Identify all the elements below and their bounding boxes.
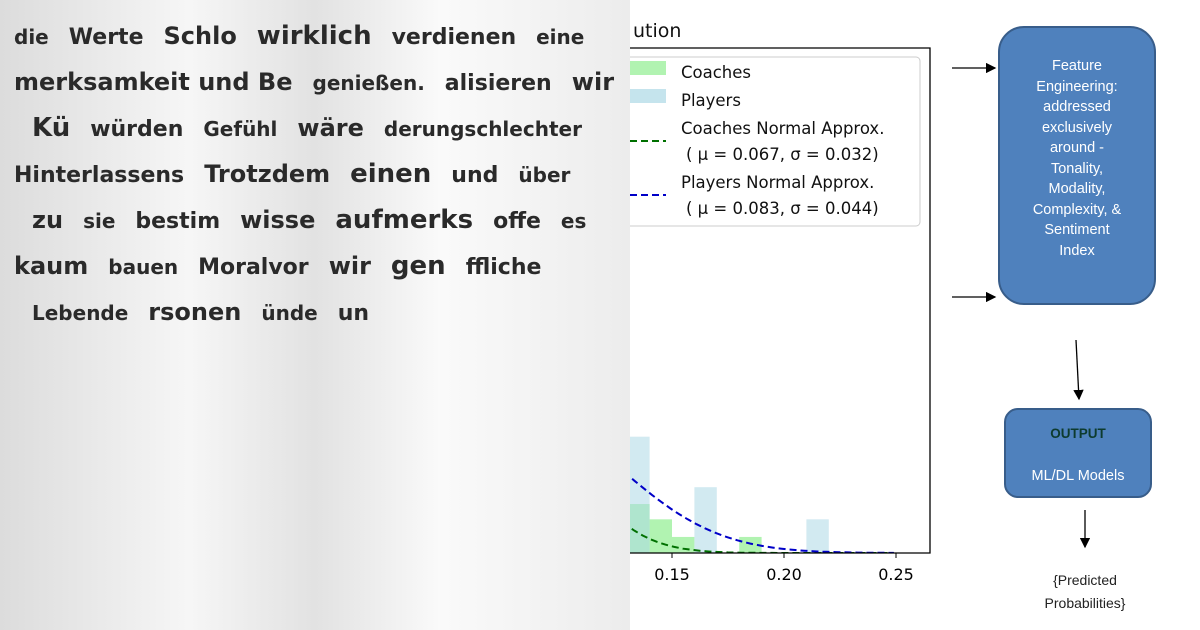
photo-word: eine xyxy=(536,25,584,49)
feature-line: Tonality, xyxy=(1050,160,1104,177)
photo-word: Schlo xyxy=(164,22,237,50)
legend-swatch xyxy=(630,89,666,103)
legend-params: ( μ = 0.067, σ = 0.032) xyxy=(686,145,879,164)
histogram-bar-players xyxy=(694,487,717,553)
distribution-chart: 0.15 0.20 0.25 ution Coaches Players Coaches N… xyxy=(630,20,931,584)
axes-frame xyxy=(630,47,931,554)
histogram-bar-coaches xyxy=(739,536,762,553)
feature-line: around - xyxy=(1049,140,1104,156)
photo-word: einen xyxy=(350,159,431,189)
photo-word: derungschlechter xyxy=(384,117,582,141)
photo-word: wir xyxy=(572,68,614,96)
photo-word: Lebende xyxy=(32,301,128,325)
photo-word: Trotzdem xyxy=(204,160,330,188)
photo-word: genießen. xyxy=(313,71,425,95)
photo-word: ffliche xyxy=(466,255,542,280)
plot-area xyxy=(630,436,894,553)
legend-label: Players xyxy=(681,91,741,110)
photo-word: rsonen xyxy=(148,298,241,326)
chart-title: ution xyxy=(633,20,681,42)
result-line: Probabilities} xyxy=(1044,595,1126,611)
arrow-to-output xyxy=(1073,339,1084,401)
photo-word: gen xyxy=(391,251,446,281)
photo-word: Moralvor xyxy=(198,255,309,280)
paper-background xyxy=(0,0,630,630)
photo-word: wisse xyxy=(240,206,315,234)
photo-word: sie xyxy=(83,209,115,233)
feature-line: Engineering: xyxy=(1036,78,1118,95)
photo-word: merksamkeit und Be xyxy=(14,68,293,96)
legend-label: Players Normal Approx. xyxy=(681,173,874,192)
photo-word: offe xyxy=(493,209,541,234)
photo-word: würden xyxy=(90,117,183,142)
photo-word: zu xyxy=(32,206,63,234)
result-line: {Predicted xyxy=(1053,572,1117,588)
predicted-probabilities: {Predicted Probabilities} xyxy=(1020,569,1150,615)
photo-word: bauen xyxy=(108,255,178,279)
feature-line: Modality, xyxy=(1048,181,1106,197)
output-box: OUTPUT ML/DL Models xyxy=(1004,408,1152,498)
photo-word: wir xyxy=(329,252,371,280)
photo-word: Hinterlassens xyxy=(14,163,184,188)
photo-word: alisieren xyxy=(445,71,552,96)
x-tick-label: 0.20 xyxy=(766,565,802,584)
photo-word: wirklich xyxy=(257,21,372,51)
feature-line: Sentiment xyxy=(1044,222,1110,238)
photo-word: die xyxy=(14,25,49,49)
legend-label: Coaches xyxy=(681,63,751,82)
legend-label: Coaches Normal Approx. xyxy=(681,119,884,138)
feature-line: Feature xyxy=(1052,58,1102,74)
output-title: OUTPUT xyxy=(1050,426,1106,441)
feature-line: exclusively xyxy=(1041,119,1113,136)
photo-word: un xyxy=(338,301,369,326)
x-tick-label: 0.15 xyxy=(654,565,690,584)
photo-word: verdienen xyxy=(392,25,517,50)
photo-word: Gefühl xyxy=(203,117,277,141)
photo-word: und xyxy=(451,163,498,188)
output-models: ML/DL Models xyxy=(1031,468,1125,484)
photo-word: es xyxy=(561,209,586,233)
feature-line: Index xyxy=(1059,242,1095,259)
photo-word: Werte xyxy=(69,25,144,50)
feature-engineering-box: Feature Engineering: addressed exclusive… xyxy=(998,26,1156,305)
photo-word: bestim xyxy=(135,209,220,234)
photo-word: Kü xyxy=(32,113,70,143)
german-text-photo: die Werte Schlo wirklich verdienen eine merksa… xyxy=(0,0,630,630)
legend-box xyxy=(630,56,921,227)
histogram-bar-players xyxy=(630,436,650,553)
feature-line: addressed xyxy=(1043,99,1111,115)
histogram-bar-players xyxy=(806,519,829,553)
photo-word: über xyxy=(518,163,570,187)
photo-word: aufmerks xyxy=(335,205,473,235)
normal-curve-players xyxy=(630,475,894,553)
photo-word: wäre xyxy=(297,114,363,142)
feature-line: Complexity, & xyxy=(1032,201,1122,218)
photo-word: ünde xyxy=(261,301,317,325)
photo-word: kaum xyxy=(14,252,88,280)
legend-swatch xyxy=(630,61,666,75)
legend-params: ( μ = 0.083, σ = 0.044) xyxy=(686,199,879,218)
x-tick-label: 0.25 xyxy=(878,565,914,584)
